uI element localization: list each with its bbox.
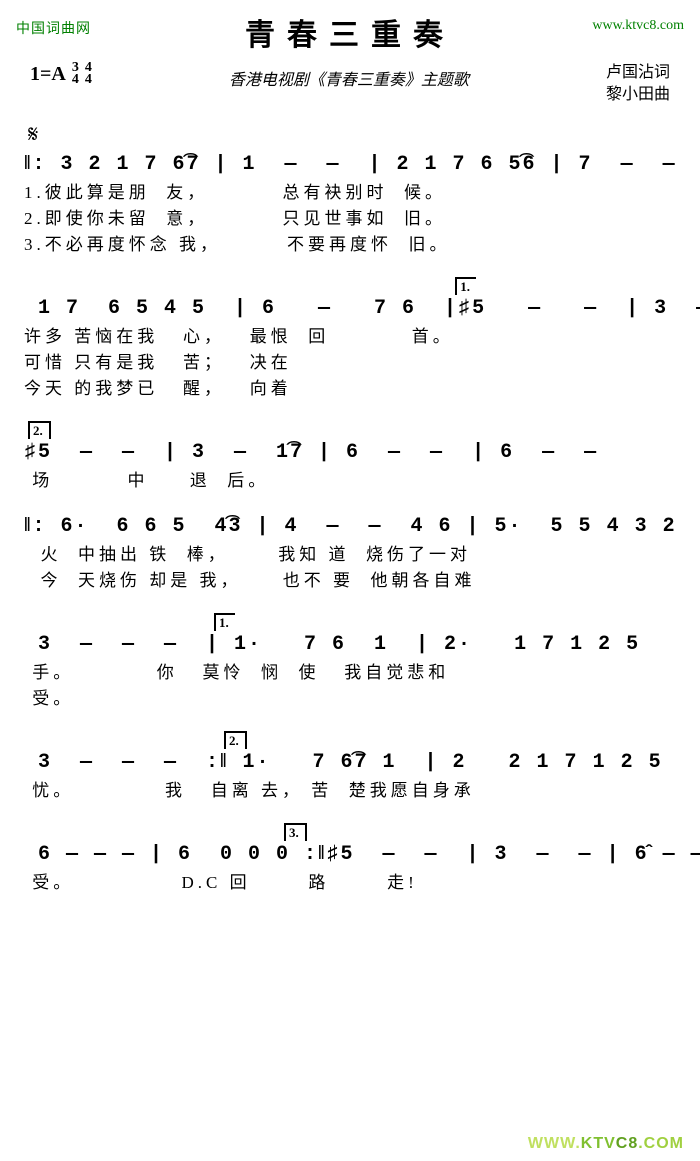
header-row: 1=A 3 4 4 4 香港电视剧《青春三重奏》主题歌 卢国沾词 黎小田曲 — [0, 54, 700, 106]
lyric-6a: 忧。 我 自离 去， 苦 楚我愿自身承 — [24, 779, 676, 803]
notation-line-7: 6 — — — | 6 0 0 0 :‖♯5 — — | 3 — — | 6̂ … — [24, 841, 676, 869]
system-7: 3. 6 — — — | 6 0 0 0 :‖♯5 — — | 3 — — | … — [24, 823, 676, 895]
lyric-7a: 受。 D.C 回 路 走! — [24, 871, 676, 895]
key-label: 1=A — [30, 63, 66, 86]
lyricist-credit: 卢国沾词 — [606, 62, 670, 84]
system-6: 2. 3 — — — :‖ 1· 7 6͡7 1 | 2 2 1 7 1 2 5… — [24, 731, 676, 803]
segno-mark: 𝄋 — [28, 122, 676, 149]
composer-credit: 黎小田曲 — [606, 84, 670, 106]
lyric-2a: 许多 苦恼在我 心， 最恨 回 首。 — [24, 325, 676, 349]
lyric-5b: 受。 — [24, 687, 676, 711]
system-2: 1. 1 7 6 5 4 5 | 6 — 7 6 |♯5 — — | 3 — —… — [24, 277, 676, 401]
lyric-1c: 3.不必再度怀念 我， 不要再度怀 旧。 — [24, 233, 676, 257]
notation-line-4: ‖: 6· 6 6 5 4͡3 | 4 — — 4 6 | 5· 5 5 4 3… — [24, 513, 676, 541]
notation-line-6: 3 — — — :‖ 1· 7 6͡7 1 | 2 2 1 7 1 2 5 — [24, 749, 676, 777]
watermark-bottom-right: WWW.KTVC8.COM — [528, 1135, 684, 1153]
notation-line-5: 3 — — — | 1· 7 6 1 | 2· 1 7 1 2 5 — [24, 631, 676, 659]
time-sig-2: 4 4 — [85, 62, 92, 86]
volta-1b: 1. — [214, 613, 235, 631]
lyric-5a: 手。 你 莫怜 悯 使 我自觉悲和 — [24, 661, 676, 685]
lyric-1b: 2.即使你未留 意， 只见世事如 旧。 — [24, 207, 676, 231]
lyric-1a: 1.彼此算是朋 友， 总有袂别时 候。 — [24, 181, 676, 205]
system-1: 𝄋 ‖: 3 2 1 7 6͡7 | 1 — — | 2 1 7 6 5͡6 |… — [24, 122, 676, 257]
volta-2b: 2. — [224, 731, 247, 749]
volta-3: 3. — [284, 823, 307, 841]
notation-line-3: ♯5 — — | 3 — 1͡7 | 6 — — | 6 — — — [24, 439, 676, 467]
volta-2: 2. — [28, 421, 51, 439]
watermark-top-left: 中国词曲网 — [16, 18, 91, 38]
lyric-4a: 火 中抽出 铁 棒， 我知 道 烧伤了一对 — [24, 543, 676, 567]
lyric-2c: 今天 的我梦已 醒， 向着 — [24, 377, 676, 401]
system-3: 2. ♯5 — — | 3 — 1͡7 | 6 — — | 6 — — 场 中 … — [24, 421, 676, 493]
lyric-4b: 今 天烧伤 却是 我， 也不 要 他朝各自难 — [24, 569, 676, 593]
notation-line-1: ‖: 3 2 1 7 6͡7 | 1 — — | 2 1 7 6 5͡6 | 7… — [24, 151, 676, 179]
key-signature: 1=A 3 4 4 4 — [30, 62, 92, 86]
credits-block: 卢国沾词 黎小田曲 — [606, 62, 670, 106]
notation-line-2: 1 7 6 5 4 5 | 6 — 7 6 |♯5 — — | 3 — — ‖ — [24, 295, 676, 323]
lyric-2b: 可惜 只有是我 苦； 决在 — [24, 351, 676, 375]
lyric-3a: 场 中 退 后。 — [24, 469, 676, 493]
watermark-top-right: www.ktvc8.com — [592, 18, 684, 34]
volta-1: 1. — [455, 277, 476, 295]
subtitle: 香港电视剧《青春三重奏》主题歌 — [229, 66, 469, 90]
system-5: 1. 3 — — — | 1· 7 6 1 | 2· 1 7 1 2 5 手。 … — [24, 613, 676, 711]
system-4: ‖: 6· 6 6 5 4͡3 | 4 — — 4 6 | 5· 5 5 4 3… — [24, 513, 676, 593]
score-body: 𝄋 ‖: 3 2 1 7 6͡7 | 1 — — | 2 1 7 6 5͡6 |… — [0, 106, 700, 895]
time-sig-1: 3 4 — [72, 62, 79, 86]
